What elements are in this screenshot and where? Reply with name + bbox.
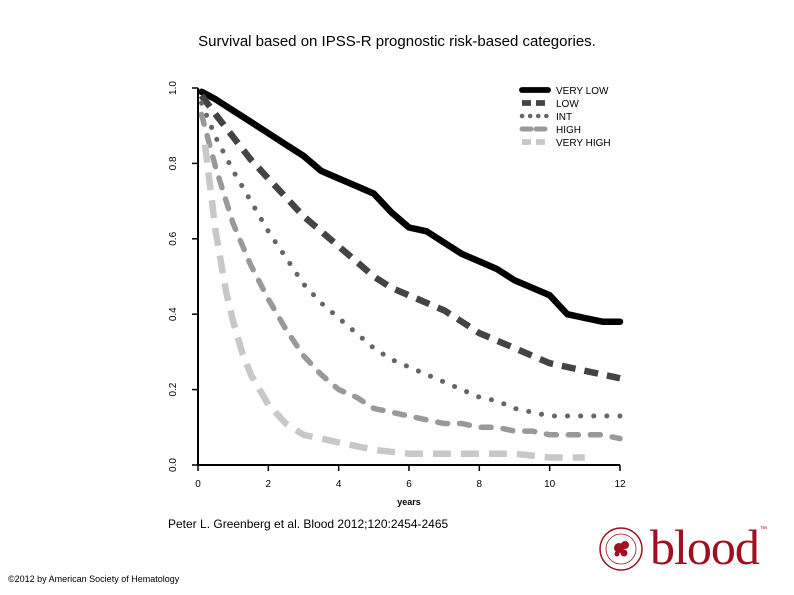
legend-label: VERY HIGH	[556, 138, 611, 149]
series-line-int	[199, 100, 623, 419]
x-tick-label: 10	[544, 479, 556, 490]
y-tick-label: 0.6	[168, 231, 179, 245]
chart-axes: 0.0 0.2 0.4 0.6 0.8 1.0 0 2 4 6 8 10 12 years	[168, 81, 626, 507]
y-tick-label: 0.0	[168, 458, 179, 472]
slide-title: Survival based on IPSS-R prognostic risk…	[198, 33, 596, 50]
legend-label: LOW	[556, 99, 579, 110]
x-tick-label: 6	[406, 479, 412, 490]
legend-label: INT	[556, 112, 572, 123]
x-tick-label: 8	[477, 479, 483, 490]
legend-label: VERY LOW	[556, 86, 609, 97]
x-tick-label: 4	[336, 479, 342, 490]
y-tick-label: 0.2	[168, 382, 179, 396]
x-tick-label: 0	[195, 479, 201, 490]
copyright: ©2012 by American Society of Hematology	[8, 574, 180, 584]
chart-series	[198, 88, 624, 461]
citation: Peter L. Greenberg et al. Blood 2012;120…	[168, 517, 449, 531]
y-tick-label: 0.8	[168, 156, 179, 170]
chart-legend: VERY LOW LOW INT HIGH VERY HIGH	[519, 86, 611, 149]
trademark-symbol: ™	[760, 526, 767, 533]
y-tick-label: 1.0	[168, 81, 179, 95]
series-line-low	[198, 93, 621, 382]
series-line-high	[198, 111, 623, 442]
legend-label: HIGH	[556, 125, 581, 136]
y-tick-label: 0.4	[168, 307, 179, 321]
survival-chart: 0.0 0.2 0.4 0.6 0.8 1.0 0 2 4 6 8 10 12 years VERY LO…	[168, 81, 626, 507]
x-axis-label: years	[397, 497, 421, 507]
x-tick-label: 2	[266, 479, 272, 490]
series-line-very-low	[198, 88, 624, 325]
blood-wordmark: blood	[650, 519, 760, 575]
ash-seal-icon	[599, 527, 643, 571]
x-tick-label: 12	[614, 479, 626, 490]
blood-logo: blood ™	[598, 519, 768, 576]
series-line-very-high	[201, 144, 585, 461]
